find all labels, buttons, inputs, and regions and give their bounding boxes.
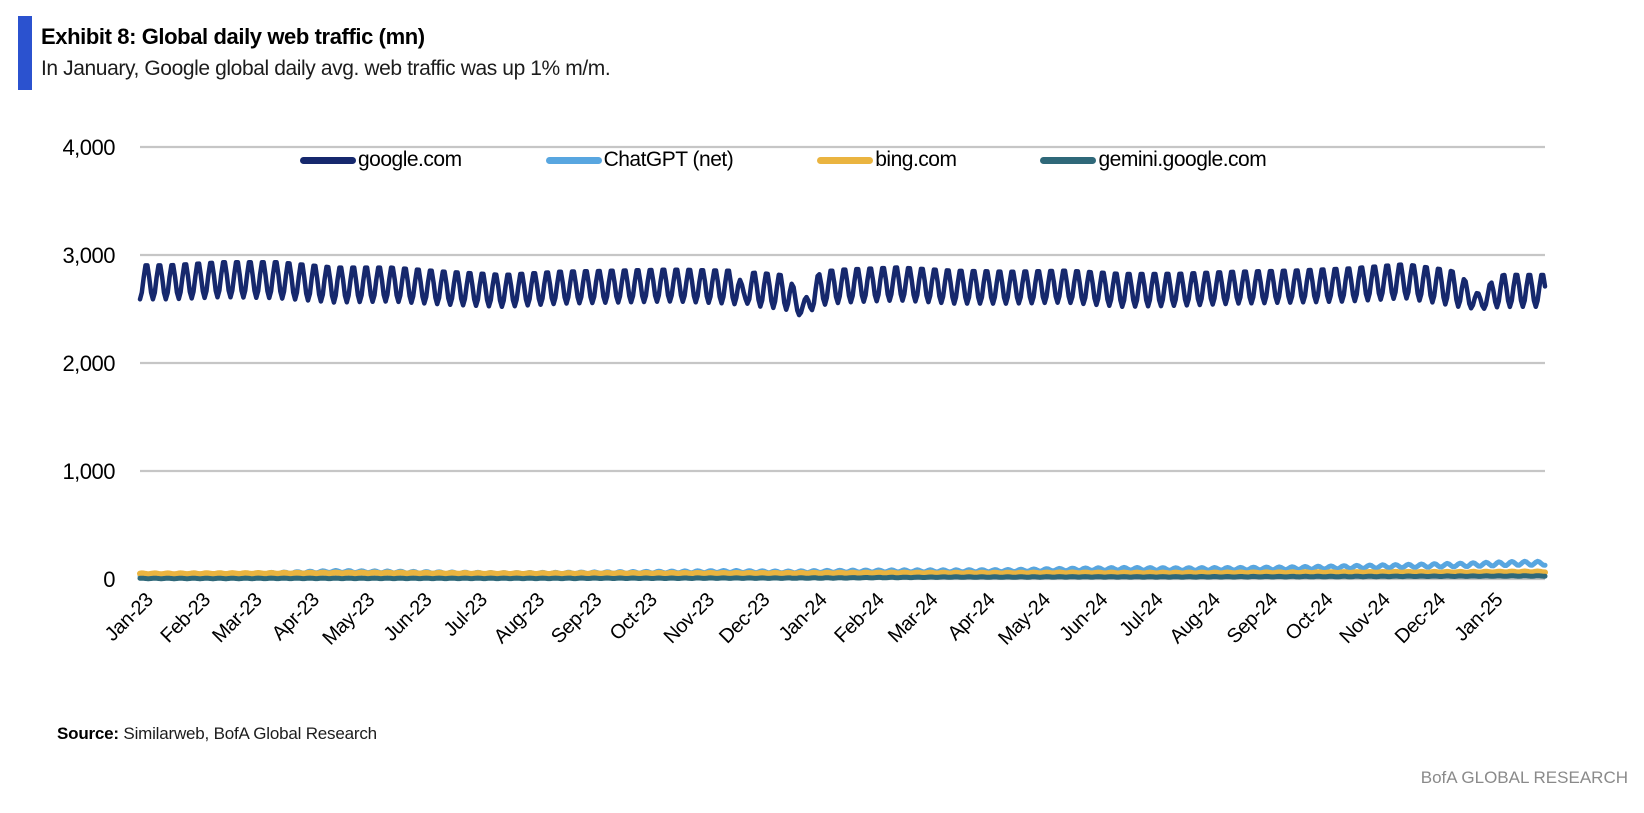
x-axis-label: Jun-23 bbox=[380, 589, 437, 646]
legend-item-chatgpt-net-: ChatGPT (net) bbox=[545, 148, 734, 172]
x-axis-label: Nov-24 bbox=[1335, 589, 1394, 648]
x-axis-label: Jul-23 bbox=[440, 589, 492, 641]
source-line: Source: Similarweb, BofA Global Research bbox=[57, 724, 377, 744]
x-axis-label: Jan-25 bbox=[1450, 589, 1507, 646]
x-axis-label: Dec-24 bbox=[1391, 589, 1450, 648]
legend-swatch-icon bbox=[545, 156, 602, 164]
legend-swatch-icon bbox=[1040, 156, 1097, 164]
x-axis-label: May-24 bbox=[994, 589, 1055, 650]
legend-label: gemini.google.com bbox=[1098, 148, 1267, 171]
x-axis-label: Apr-23 bbox=[268, 589, 324, 645]
title-accent-bar bbox=[18, 16, 32, 90]
x-axis-label: Aug-24 bbox=[1166, 589, 1225, 648]
x-axis-label: Mar-23 bbox=[208, 589, 266, 647]
legend-item-gemini-google-com: gemini.google.com bbox=[1040, 148, 1267, 172]
x-axis-label: Sep-23 bbox=[547, 589, 606, 648]
x-axis-label: Mar-24 bbox=[884, 589, 942, 647]
x-axis-label: Jul-24 bbox=[1115, 589, 1167, 641]
x-axis-label: Feb-23 bbox=[157, 589, 216, 648]
x-axis-label: Feb-24 bbox=[830, 589, 889, 648]
exhibit-title: Exhibit 8: Global daily web traffic (mn) bbox=[41, 24, 425, 49]
y-axis-label: 3,000 bbox=[62, 243, 115, 268]
x-axis-label: Dec-23 bbox=[715, 589, 774, 648]
legend-swatch-icon bbox=[300, 156, 356, 164]
x-axis-label: Oct-23 bbox=[606, 589, 662, 645]
series-line-gemini-google-com bbox=[137, 573, 1548, 582]
x-axis-label: Jun-24 bbox=[1055, 589, 1112, 646]
legend-label: ChatGPT (net) bbox=[603, 148, 734, 171]
legend-item-bing-com: bing.com bbox=[817, 148, 957, 172]
x-axis-label: May-23 bbox=[318, 589, 379, 650]
legend-swatch-icon bbox=[817, 156, 874, 164]
y-axis-label: 0 bbox=[103, 567, 115, 592]
chart-legend: google.com ChatGPT (net) bing.com gemini.go… bbox=[300, 148, 1267, 172]
source-text: Similarweb, BofA Global Research bbox=[118, 724, 377, 743]
x-axis-label: Apr-24 bbox=[944, 589, 1000, 645]
legend-item-google-com: google.com bbox=[300, 148, 462, 172]
x-axis-label: Jan-24 bbox=[775, 589, 832, 646]
y-axis-label: 1,000 bbox=[62, 459, 115, 484]
x-axis-label: Sep-24 bbox=[1223, 589, 1282, 648]
x-axis-label: Aug-23 bbox=[490, 589, 549, 648]
x-axis-label: Jan-23 bbox=[101, 589, 158, 646]
legend-label: bing.com bbox=[875, 148, 957, 171]
source-label: Source: bbox=[57, 724, 119, 743]
x-axis-label: Nov-23 bbox=[660, 589, 719, 648]
y-axis-label: 2,000 bbox=[62, 351, 115, 376]
legend-label: google.com bbox=[358, 148, 462, 171]
exhibit-subtitle: In January, Google global daily avg. web… bbox=[41, 57, 611, 80]
brand-footer: BofA GLOBAL RESEARCH bbox=[1420, 768, 1628, 787]
y-axis-label: 4,000 bbox=[62, 135, 115, 160]
series-line-bing-com bbox=[137, 568, 1548, 578]
x-axis-label: Oct-24 bbox=[1281, 589, 1337, 645]
series-line-google-com bbox=[137, 259, 1548, 318]
